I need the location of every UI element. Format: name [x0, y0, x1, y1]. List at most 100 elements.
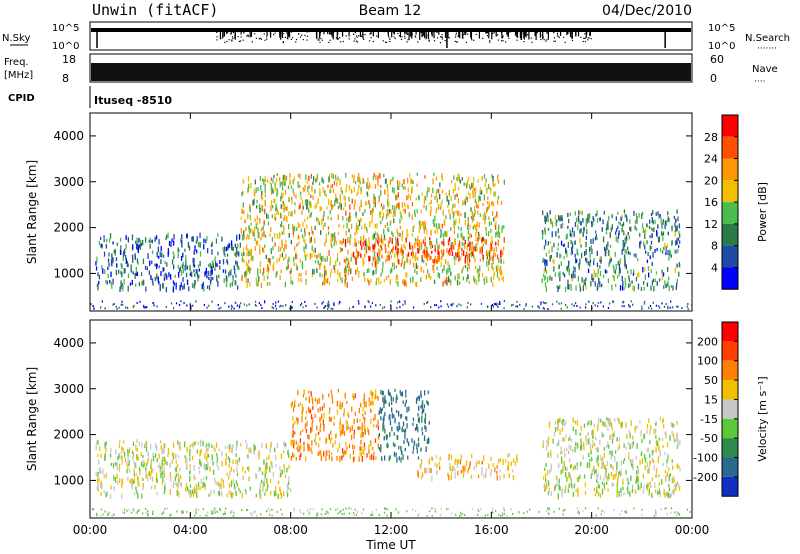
echo-cell — [557, 482, 559, 486]
echo-cell — [589, 420, 591, 426]
ground-scatter-cell — [538, 306, 540, 309]
ground-scatter-cell — [438, 306, 440, 309]
echo-cell — [162, 456, 164, 461]
ground-scatter-cell — [211, 300, 213, 303]
echo-cell — [435, 209, 437, 214]
echo-cell — [649, 219, 651, 224]
ground-scatter-cell — [498, 303, 500, 306]
echo-cell — [636, 216, 638, 221]
colorbar-segment — [722, 457, 738, 477]
echo-cell — [324, 270, 326, 276]
echo-cell — [481, 176, 483, 181]
echo-cell — [557, 493, 559, 499]
echo-cell — [458, 218, 460, 224]
colorbar-segment — [722, 341, 738, 361]
echo-cell — [306, 224, 308, 229]
echo-cell — [330, 238, 332, 243]
echo-cell — [323, 451, 325, 457]
echo-cell — [369, 203, 371, 209]
echo-cell — [601, 488, 604, 495]
echo-cell — [545, 286, 547, 293]
echo-cell — [487, 196, 489, 200]
ground-scatter-cell — [327, 307, 329, 310]
echo-cell — [391, 401, 393, 405]
echo-cell — [320, 262, 322, 267]
echo-cell — [339, 421, 341, 426]
colorbar-segment — [722, 223, 738, 246]
colorbar-tick-label: 4 — [711, 261, 718, 274]
colorbar-segment — [722, 380, 738, 400]
echo-cell — [422, 221, 424, 226]
echo-cell — [355, 222, 358, 229]
echo-cell — [626, 433, 628, 439]
ground-scatter-cell — [452, 302, 454, 305]
echo-cell — [191, 236, 193, 242]
echo-cell — [440, 249, 442, 254]
echo-cell — [676, 420, 678, 425]
echo-cell — [236, 472, 239, 477]
echo-cell — [478, 269, 480, 274]
echo-cell — [244, 219, 246, 224]
echo-cell — [357, 218, 359, 222]
echo-cell — [229, 443, 231, 449]
echo-cell — [404, 185, 406, 191]
echo-cell — [344, 392, 346, 399]
echo-cell — [393, 451, 396, 457]
echo-cell — [331, 204, 333, 210]
ground-scatter-cell — [214, 511, 216, 514]
echo-cell — [230, 490, 232, 497]
echo-cell — [264, 193, 266, 197]
echo-cell — [631, 280, 633, 284]
echo-cell — [430, 229, 432, 234]
echo-cell — [555, 231, 557, 237]
echo-cell — [658, 214, 660, 219]
echo-cell — [666, 464, 668, 469]
echo-cell — [590, 239, 592, 245]
echo-cell — [168, 272, 170, 278]
echo-cell — [469, 245, 471, 252]
echo-cell — [206, 456, 208, 461]
echo-cell — [423, 228, 425, 234]
echo-cell — [309, 214, 311, 218]
ground-scatter-cell — [480, 302, 483, 305]
echo-cell — [135, 486, 137, 491]
echo-cell — [572, 273, 574, 279]
echo-cell — [314, 237, 316, 244]
ground-scatter-cell — [220, 306, 222, 309]
echo-cell — [464, 240, 466, 245]
echo-cell — [202, 481, 204, 488]
ground-scatter-cell — [324, 306, 326, 309]
echo-cell — [412, 180, 414, 184]
echo-cell — [100, 236, 102, 241]
echo-cell — [648, 225, 651, 229]
echo-cell — [598, 484, 600, 489]
ground-scatter-cell — [562, 513, 564, 516]
echo-cell — [627, 246, 629, 251]
echo-cell — [327, 226, 330, 230]
echo-cell — [632, 458, 634, 464]
echo-cell — [625, 424, 627, 428]
echo-cell — [458, 252, 460, 257]
echo-cell — [236, 466, 238, 472]
echo-cell — [565, 234, 567, 240]
ground-scatter-cell — [132, 306, 134, 309]
echo-cell — [172, 482, 174, 489]
echo-cell — [403, 440, 405, 445]
echo-cell — [476, 279, 478, 286]
echo-cell — [373, 244, 375, 251]
echo-cell — [122, 255, 124, 261]
echo-cell — [206, 236, 208, 241]
echo-cell — [177, 454, 179, 459]
echo-cell — [670, 284, 672, 288]
echo-cell — [371, 214, 373, 218]
ground-scatter-cell — [136, 511, 138, 514]
echo-cell — [629, 226, 631, 231]
echo-cell — [658, 482, 660, 486]
echo-cell — [611, 450, 613, 457]
echo-cell — [236, 440, 238, 447]
echo-cell — [215, 263, 217, 267]
echo-cell — [622, 222, 625, 226]
ground-scatter-cell — [371, 302, 373, 304]
ground-scatter-cell — [224, 513, 226, 515]
echo-cell — [598, 278, 600, 284]
